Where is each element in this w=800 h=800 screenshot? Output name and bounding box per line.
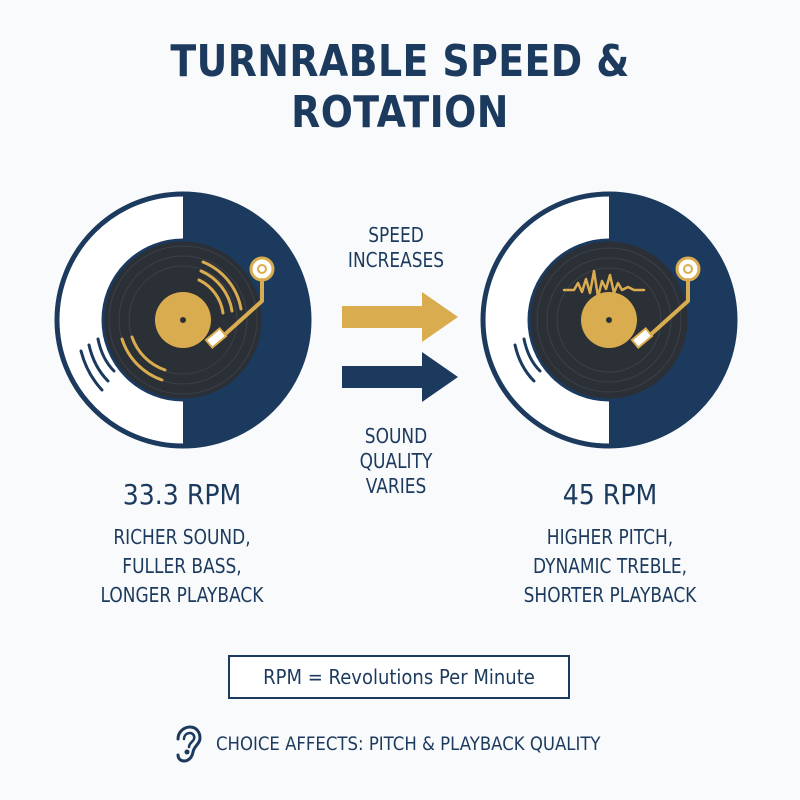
rpm-definition-box: RPM = Revolutions Per Minute	[228, 655, 570, 699]
footer-text: CHOICE AFFECTS: PITCH & PLAYBACK QUALITY	[216, 733, 601, 755]
rpm-definition-text: RPM = Revolutions Per Minute	[263, 665, 535, 689]
description-line: DYNAMIC TREBLE,	[532, 554, 688, 578]
caption-33-rpm: 33.3 RPM RICHER SOUND, FULLER BASS, LONG…	[12, 478, 352, 610]
footer-note: CHOICE AFFECTS: PITCH & PLAYBACK QUALITY	[172, 724, 658, 764]
navy-right-arrow-icon	[342, 352, 458, 402]
turntable-33-rpm	[54, 191, 312, 449]
description-line: HIGHER PITCH,	[546, 525, 674, 549]
sound-quality-varies-label: SOUND QUALITY VARIES	[359, 424, 433, 498]
description-line: SHORTER PLAYBACK	[523, 583, 697, 607]
rpm-value-right: 45 RPM	[562, 478, 658, 511]
description-line: RICHER SOUND,	[113, 525, 251, 549]
gold-right-arrow-icon	[342, 292, 458, 342]
caption-45-rpm: 45 RPM HIGHER PITCH, DYNAMIC TREBLE, SHO…	[440, 478, 780, 610]
description-line: LONGER PLAYBACK	[100, 583, 264, 607]
speed-increases-label: SPEED INCREASES	[347, 223, 445, 272]
ear-icon	[176, 725, 202, 763]
rpm-value-left: 33.3 RPM	[122, 478, 242, 511]
page-title: TURNRABLE SPEED & ROTATION	[170, 36, 630, 138]
turntable-45-rpm	[480, 191, 738, 449]
description-line: FULLER BASS,	[122, 554, 242, 578]
